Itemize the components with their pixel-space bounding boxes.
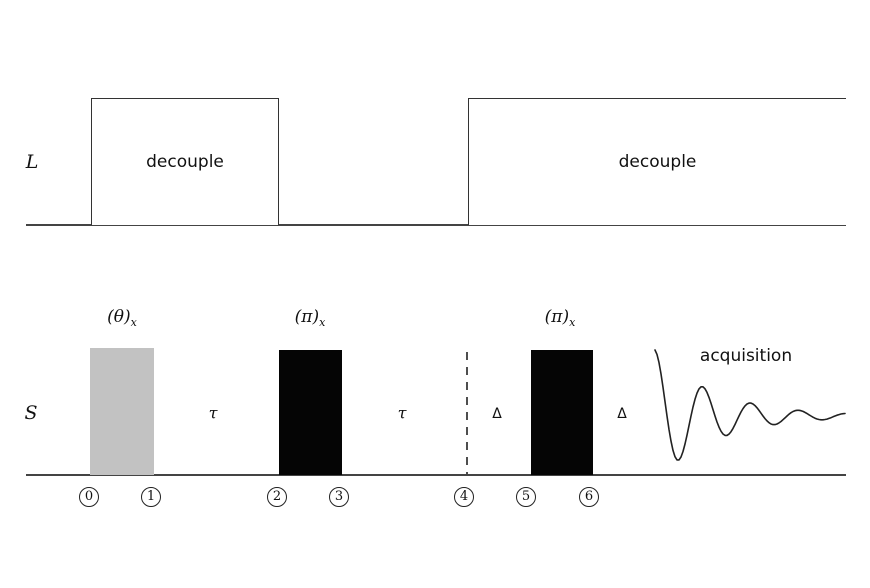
pi-pulse-2-label: (π)x [544,306,576,330]
delta-delay-label-1: Δ [492,406,502,422]
acquisition-label: acquisition [699,346,793,366]
pi-pulse-1-label: (π)x [294,306,326,330]
pi-pulse-1 [279,350,342,475]
decouple-box-2-label: decouple [618,152,697,172]
time-point-1: 1 [141,487,161,507]
s-channel-label: S [24,402,38,424]
decouple-box-1: decouple [91,98,279,225]
l-channel-label: L [25,151,39,173]
time-point-3: 3 [329,487,349,507]
time-point-4: 4 [454,487,474,507]
theta-pulse-label: (θ)x [107,306,137,330]
time-point-5: 5 [516,487,536,507]
decouple-box-2: decouple [468,98,846,225]
time-point-0: 0 [79,487,99,507]
pi-pulse-2 [531,350,593,475]
tau-delay-label-1: τ [208,403,218,423]
delta-delay-label-2: Δ [617,406,627,422]
tau-delay-label-2: τ [397,403,407,423]
decouple-box-1-label: decouple [146,152,224,172]
time-point-2: 2 [267,487,287,507]
time-point-6: 6 [579,487,599,507]
theta-pulse [90,348,154,475]
fid-curve [654,349,846,461]
